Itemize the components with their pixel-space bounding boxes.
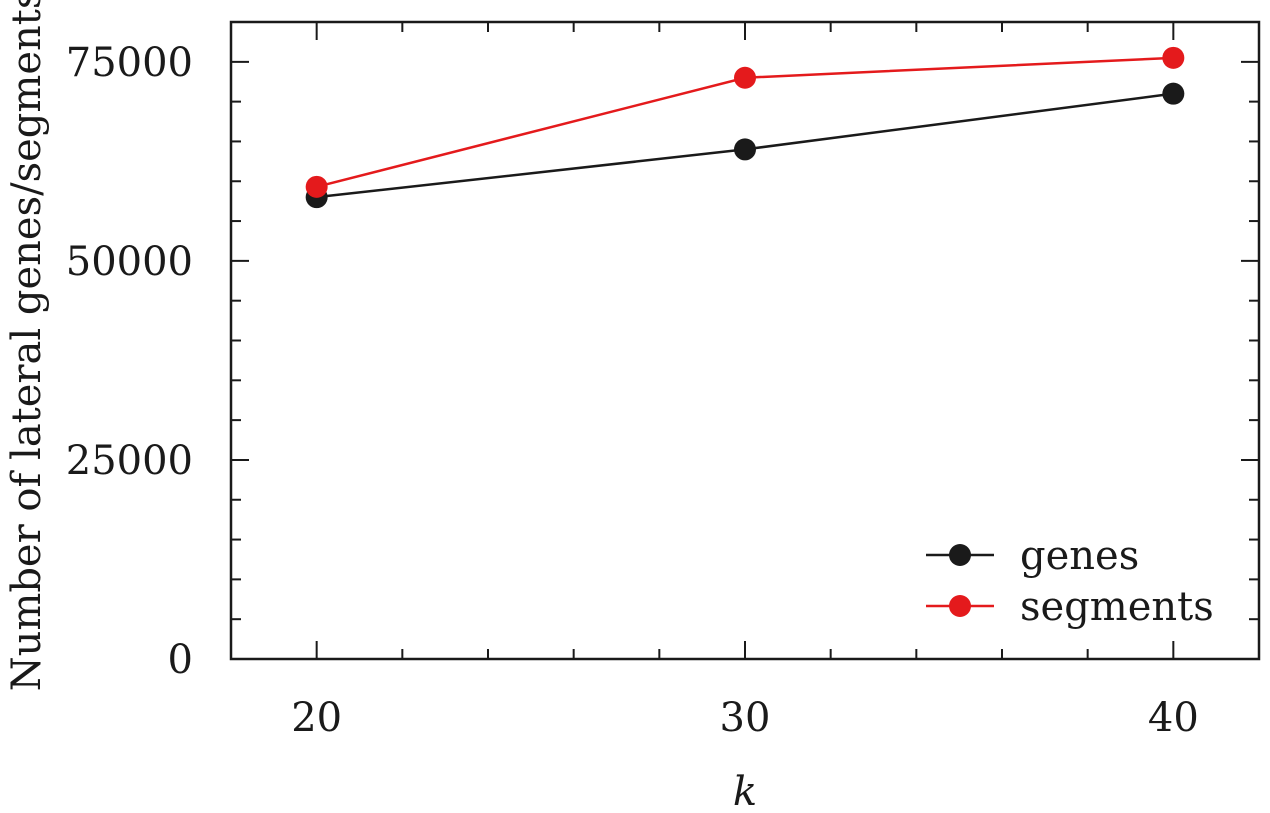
data-point-segments <box>305 175 328 198</box>
legend: genes segments <box>926 533 1214 630</box>
legend-label-genes: genes <box>1020 533 1139 579</box>
data-point-segments <box>734 66 756 89</box>
legend-marker-genes <box>949 544 971 566</box>
y-tick-label: 50000 <box>66 239 193 285</box>
x-axis-title: k <box>733 769 757 813</box>
data-point-segments <box>1162 46 1185 69</box>
series-layer <box>305 46 1185 209</box>
data-point-genes <box>734 138 756 161</box>
x-tick-labels: 20 30 40 <box>291 695 1199 741</box>
x-tick-label: 30 <box>720 695 771 741</box>
axis-ticks <box>230 21 1260 660</box>
data-point-genes <box>1162 82 1185 105</box>
legend-entry-segments: segments <box>926 584 1214 630</box>
x-tick-label: 40 <box>1148 695 1199 741</box>
x-tick-label: 20 <box>291 695 342 741</box>
legend-marker-segments <box>949 595 971 617</box>
y-tick-label: 75000 <box>66 40 193 86</box>
y-tick-label: 25000 <box>66 438 193 484</box>
y-tick-label: 0 <box>168 637 193 683</box>
legend-entry-genes: genes <box>926 533 1139 579</box>
y-axis-title: Number of lateral genes/segments <box>4 0 50 691</box>
y-tick-labels: 0 25000 50000 75000 <box>66 40 193 683</box>
legend-label-segments: segments <box>1020 584 1214 630</box>
